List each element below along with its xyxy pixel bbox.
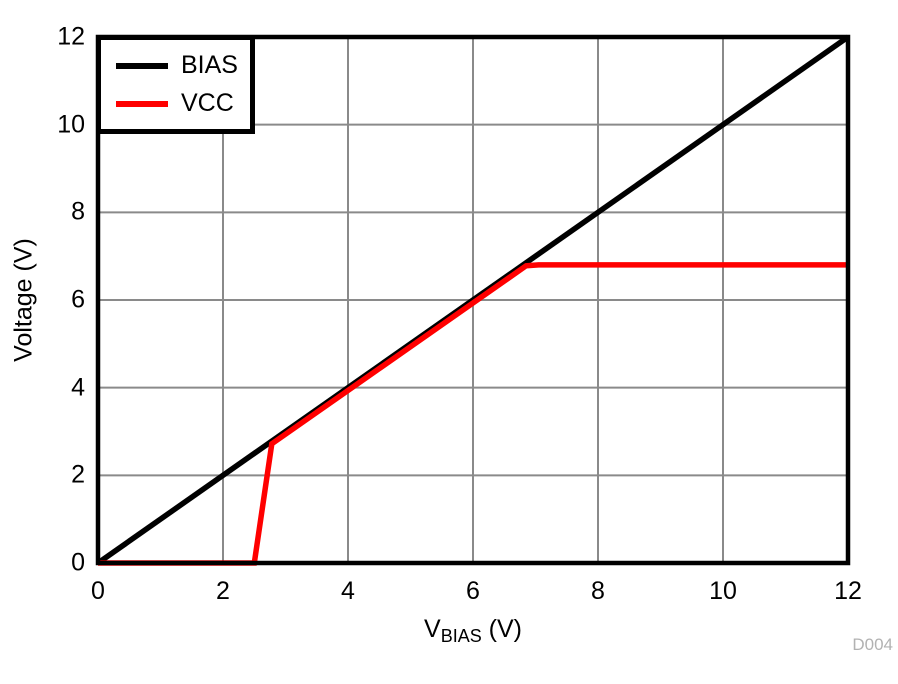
watermark: D004 <box>852 635 893 654</box>
legend-label-vcc: VCC <box>181 89 234 117</box>
x-axis-label-subscript: BIAS <box>440 626 482 646</box>
y-tick-label: 8 <box>71 197 85 226</box>
x-tick-label: 2 <box>216 577 230 605</box>
y-tick-label: 4 <box>71 373 85 402</box>
x-tick-label: 8 <box>591 577 605 605</box>
legend-line-swatch-bias <box>116 62 168 69</box>
legend-item-vcc: VCC <box>116 91 250 116</box>
x-axis-label-unit: (V) <box>481 615 522 643</box>
x-axis-label: VBIAS (V) <box>424 615 522 646</box>
legend: BIAS VCC <box>96 35 255 134</box>
legend-line-swatch-vcc <box>116 100 168 107</box>
y-tick-label: 2 <box>71 460 85 489</box>
x-tick-label: 4 <box>341 577 355 605</box>
plot-border <box>95 34 851 566</box>
x-axis-label-base: V <box>424 615 441 643</box>
x-tick-label: 12 <box>834 577 862 605</box>
y-tick-label: 10 <box>57 110 85 139</box>
x-tick-label: 0 <box>91 577 105 605</box>
y-tick-label: 6 <box>71 285 85 314</box>
x-tick-label: 10 <box>709 577 737 605</box>
legend-item-bias: BIAS <box>116 53 250 78</box>
y-axis-label: Voltage (V) <box>9 238 38 362</box>
x-tick-label: 6 <box>466 577 480 605</box>
y-tick-label: 12 <box>57 22 85 51</box>
y-tick-label: 0 <box>71 548 85 577</box>
legend-label-bias: BIAS <box>181 51 238 79</box>
